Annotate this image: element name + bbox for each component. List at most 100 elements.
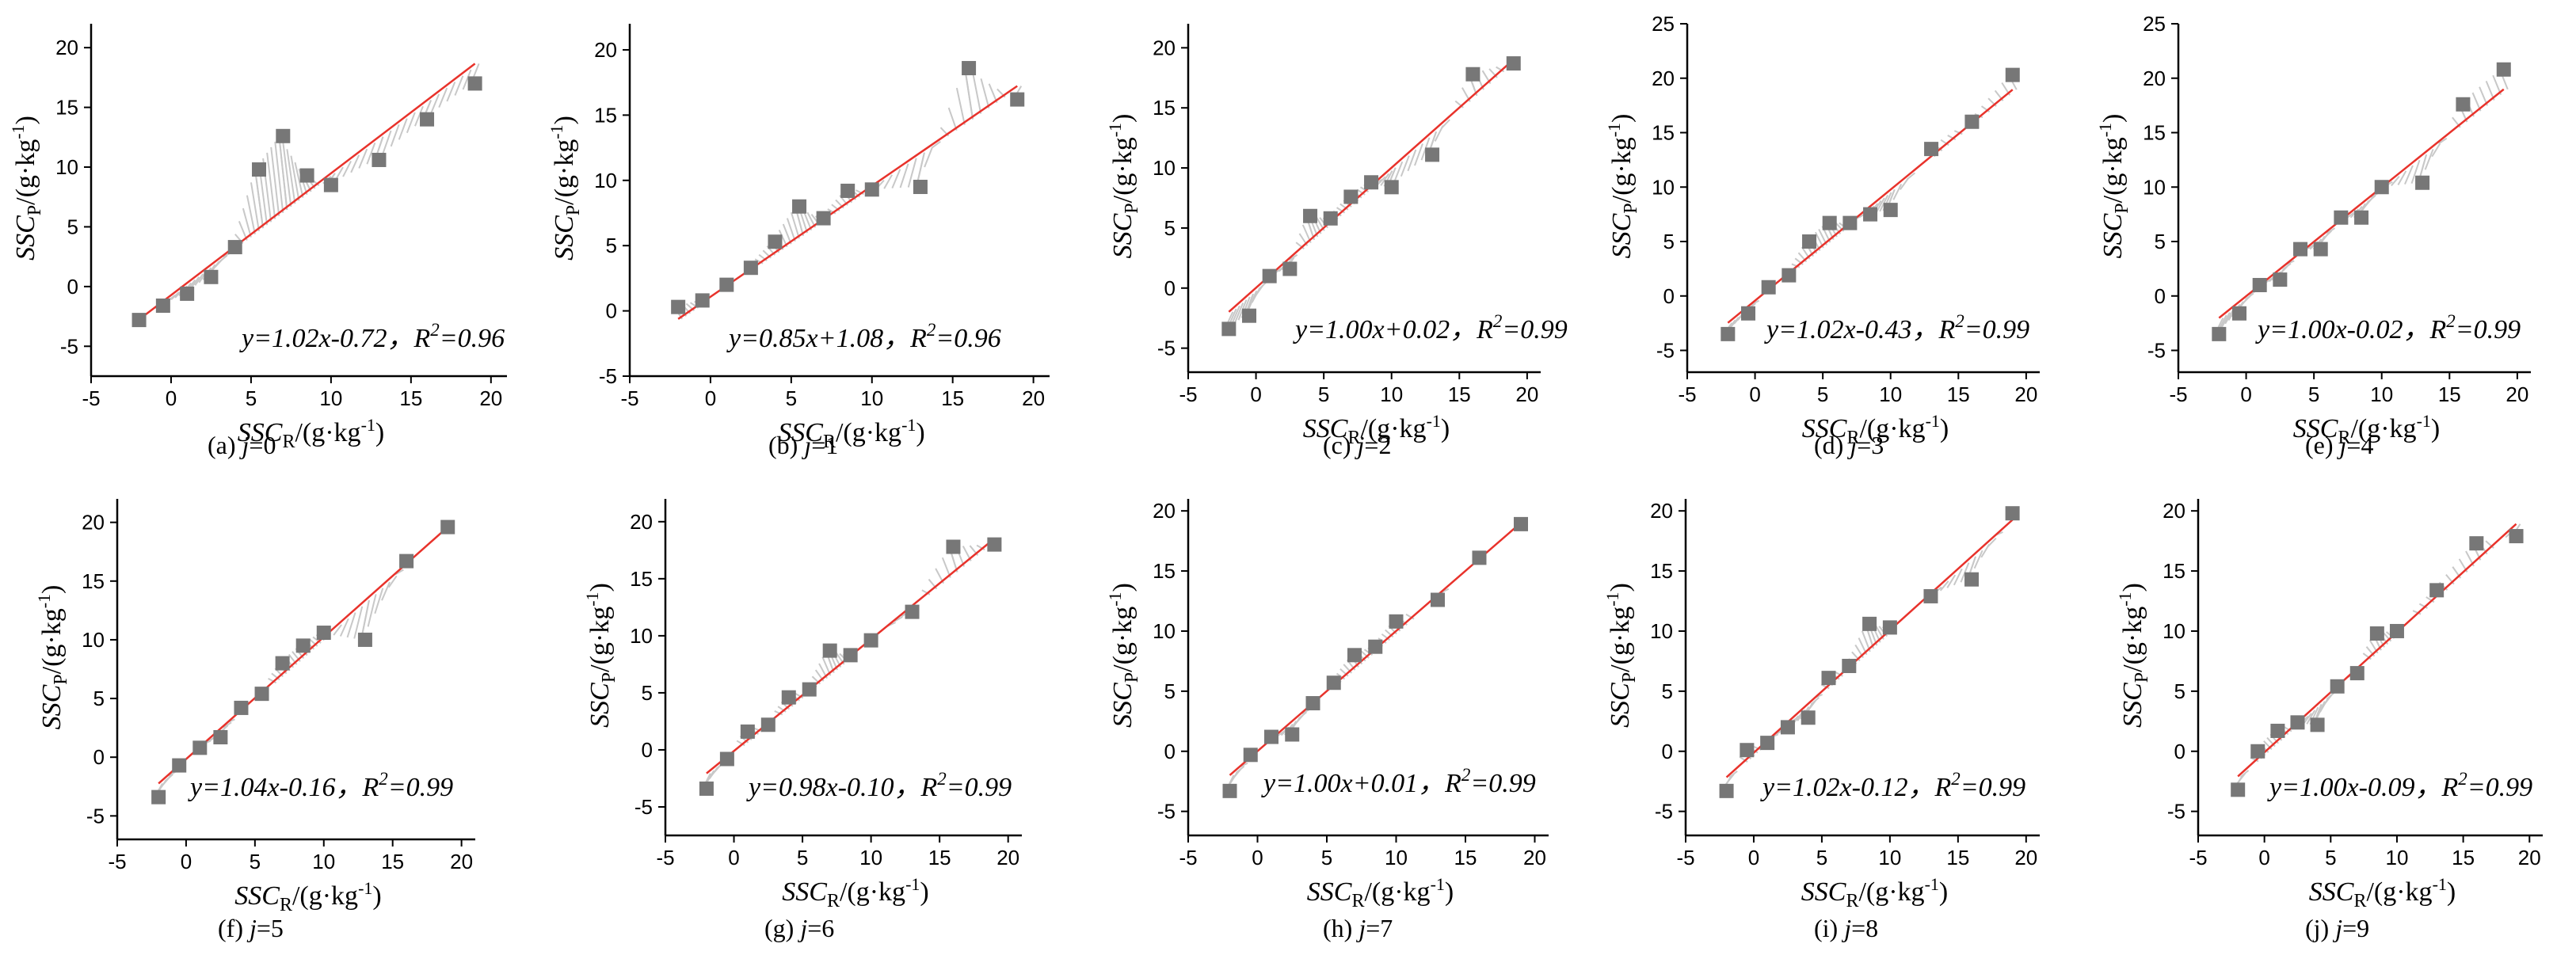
data-point [2290, 715, 2305, 730]
data-point [2005, 506, 2020, 521]
equation-r-exponent: 2 [937, 769, 947, 789]
band-hatch [774, 710, 783, 716]
y-tick-label: 10 [594, 169, 617, 192]
x-axis-title-sub: R [2353, 891, 2366, 911]
equation-fit: y=1.02x-0.72， [239, 324, 413, 353]
data-point [695, 293, 710, 308]
band-hatch [795, 692, 804, 699]
band-hatch [972, 73, 982, 114]
regression-equation: y=1.00x-0.02，R2=0.99 [2255, 311, 2521, 344]
data-point [131, 313, 147, 328]
data-point [781, 690, 796, 705]
band-hatch [438, 87, 448, 108]
band-hatch [382, 130, 392, 154]
caption-suffix: =1 [811, 431, 838, 459]
data-point [1222, 783, 1237, 798]
x-tick-label: 15 [1946, 846, 1969, 869]
chart-panel-7: -5 0 5 10 15 20-505101520y=0.98x-0.10，R2=0.99… [582, 499, 1022, 942]
x-tick-label: 0 [705, 386, 716, 410]
y-axis-title-unit: /(g·kg [2098, 137, 2128, 203]
y-tick-label: 0 [67, 275, 78, 299]
data-point [1780, 720, 1795, 735]
x-tick-label: 10 [2386, 846, 2409, 869]
data-point [155, 299, 170, 313]
band-hatch [1400, 155, 1410, 177]
y-tick-label: 10 [1650, 619, 1673, 643]
x-tick-label: 5 [1816, 846, 1827, 869]
x-tick-label: 5 [246, 386, 257, 410]
residual-band [702, 538, 999, 789]
x-tick-label: 15 [2438, 382, 2461, 406]
band-hatch [1336, 207, 1346, 214]
x-axis-title-exp: -1 [2433, 874, 2447, 894]
band-hatch [266, 152, 276, 219]
y-tick-label: 20 [2163, 499, 2185, 523]
regression-equation: y=0.85x+1.08，R2=0.96 [726, 320, 1001, 353]
x-axis-title-exp: -1 [905, 874, 920, 894]
x-tick-label: 10 [319, 386, 342, 410]
y-tick-label: 0 [1164, 740, 1176, 763]
x-tick-label: -5 [2169, 382, 2187, 406]
data-point [1326, 675, 1341, 691]
caption-prefix: (b) [768, 431, 804, 459]
caption-var: j [2332, 914, 2342, 942]
residual-band [1224, 59, 1519, 329]
equation-r2-value: =0.99 [1502, 315, 1567, 344]
data-point [1781, 268, 1797, 283]
y-tick-label: 15 [1652, 121, 1675, 145]
equation-r: R [1938, 315, 1955, 344]
band-hatch [342, 161, 352, 177]
caption-var: j [801, 431, 811, 459]
data-point [1431, 592, 1445, 607]
band-hatch [921, 589, 931, 595]
equation-r-exponent: 2 [2446, 311, 2456, 331]
equation-r: R [1476, 315, 1493, 344]
x-axis-title-close: ) [1441, 414, 1450, 443]
equation-r-exponent: 2 [1461, 765, 1471, 785]
y-axis-title-main: SSC [37, 684, 67, 729]
band-hatch [268, 677, 277, 684]
band-hatch [2282, 262, 2292, 271]
y-axis-title-sub: P [1621, 203, 1641, 213]
band-hatch [282, 142, 292, 207]
band-hatch [270, 146, 280, 216]
band-hatch [1834, 671, 1843, 677]
data-point [1264, 729, 1278, 744]
data-point [1465, 67, 1480, 82]
x-tick-label: 0 [728, 846, 739, 869]
x-axis-title-close: ) [2447, 877, 2456, 907]
equation-r: R [2429, 315, 2446, 344]
band-hatch [955, 87, 966, 125]
band-hatch [1728, 770, 1738, 778]
data-point [1347, 648, 1362, 663]
y-axis-title-close: ) [1108, 583, 1137, 592]
data-point [2250, 744, 2265, 759]
band-hatch [170, 291, 180, 301]
x-axis-title-main: SSC [2309, 877, 2354, 907]
x-tick-label: 0 [1749, 382, 1760, 406]
band-hatch [1434, 125, 1444, 142]
band-hatch [2391, 176, 2400, 187]
band-hatch [1407, 149, 1417, 172]
data-point [1472, 550, 1487, 565]
x-axis-title-sub: R [1347, 428, 1360, 448]
band-hatch [1900, 177, 1909, 191]
y-tick-label: 5 [1662, 679, 1673, 703]
x-tick-label: -5 [1179, 846, 1197, 869]
x-tick-label: 15 [1454, 846, 1477, 869]
band-hatch [802, 210, 813, 231]
equation-fit: y=1.02x-0.12， [1760, 773, 1934, 802]
band-hatch [406, 112, 416, 134]
data-point [863, 633, 878, 648]
equation-fit: y=0.98x-0.10， [746, 773, 920, 802]
y-axis-title-close: ) [2098, 114, 2128, 123]
x-tick-label: 20 [996, 846, 1019, 869]
x-tick-label: 20 [2014, 382, 2037, 406]
data-point [2310, 717, 2325, 732]
y-axis-title-exp: -1 [1604, 123, 1624, 137]
x-axis-title-unit: /(g·kg [1858, 877, 1924, 907]
data-point [1343, 189, 1358, 204]
residual-band [2233, 523, 2521, 790]
band-hatch [1876, 197, 1885, 213]
x-tick-label: 0 [181, 850, 192, 873]
